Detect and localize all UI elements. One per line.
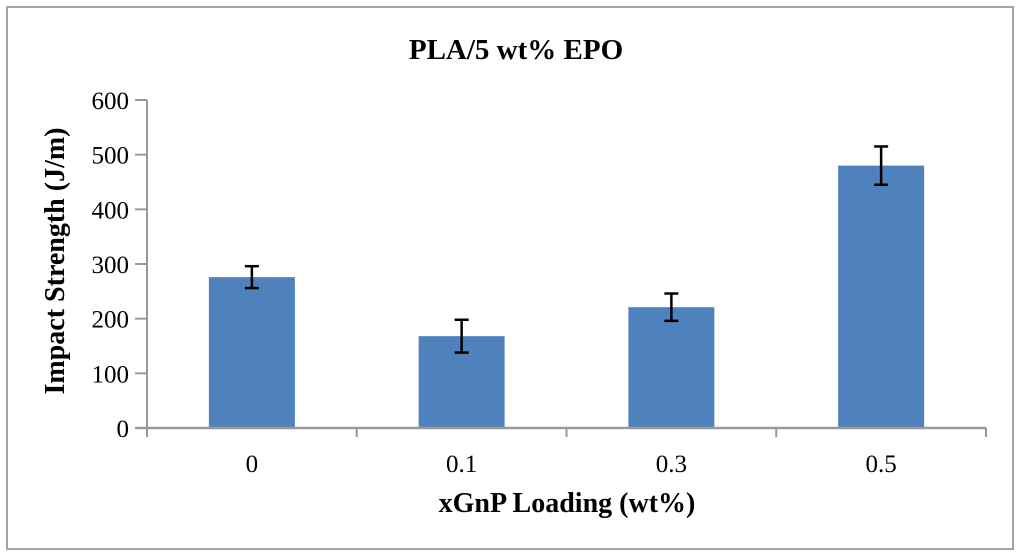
x-category-label: 0 [246,451,259,478]
x-category-label: 0.1 [446,451,477,478]
figure-frame: PLA/5 wt% EPO Impact Strength (J/m) xGnP… [6,6,1014,550]
y-tick-label: 0 [117,416,130,443]
bar [838,165,925,428]
y-tick-label: 100 [92,361,130,388]
bar [208,277,295,428]
y-tick-label: 200 [92,307,130,334]
x-category-label: 0.5 [866,451,897,478]
y-axis-title: Impact Strength (J/m) [40,127,71,394]
bar [628,307,715,428]
x-axis-title: xGnP Loading (wt%) [439,488,696,519]
y-tick-label: 500 [92,143,130,170]
y-tick-label: 300 [92,252,130,279]
plot-area: 0 100 200 300 400 500 600 0 0.1 0.3 0.5 [92,88,987,478]
x-category-label: 0.3 [656,451,687,478]
bar-chart: PLA/5 wt% EPO Impact Strength (J/m) xGnP… [40,34,987,519]
y-tick-label: 400 [92,197,130,224]
chart-title: PLA/5 wt% EPO [409,34,623,66]
y-tick-label: 600 [92,88,130,115]
